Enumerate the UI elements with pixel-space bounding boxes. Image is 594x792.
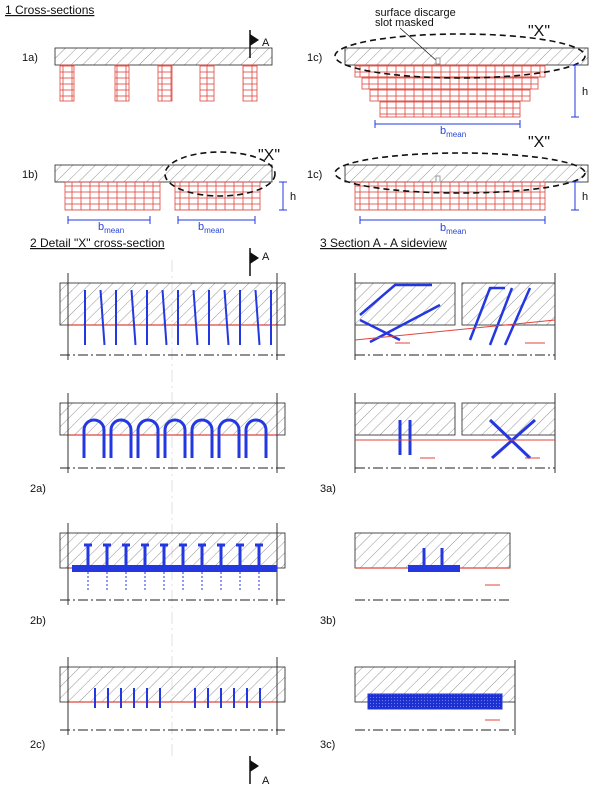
- slab: [354, 532, 511, 569]
- line: [399, 27, 439, 63]
- reinforcement-grid: [114, 64, 130, 102]
- callout-ellipse: [334, 33, 586, 79]
- bars: [468, 286, 532, 346]
- dimension: h: [582, 191, 588, 203]
- reinforcement-grid: [369, 88, 531, 102]
- stirrup: [163, 418, 187, 458]
- line: [99, 289, 106, 346]
- width-label: bmean: [440, 222, 466, 236]
- section-title: 1 Cross-sections: [5, 3, 94, 17]
- section-flag: [250, 34, 259, 46]
- line: [192, 289, 199, 346]
- panel-label: 2a): [30, 483, 46, 495]
- reinforcement-grid: [59, 64, 75, 102]
- note: slot masked: [375, 17, 434, 29]
- callout: "X": [258, 147, 280, 164]
- section-marker: A: [262, 37, 270, 49]
- callout-ellipse: [164, 151, 276, 197]
- stirrup: [82, 418, 106, 458]
- line: [130, 289, 137, 346]
- panel-label: 1b): [22, 169, 38, 181]
- slab: [54, 47, 273, 66]
- texts: 1 Cross-sections 1a) A 1b) "X" h bmean b…: [5, 3, 588, 787]
- panel-label: 2c): [30, 739, 45, 751]
- width-label: bmean: [98, 221, 124, 235]
- slab: [461, 402, 556, 436]
- slab: [54, 164, 273, 183]
- callout: "X": [528, 23, 550, 40]
- plate: [72, 565, 277, 572]
- line: [161, 289, 168, 346]
- section-title: 2 Detail "X" cross-section: [30, 236, 165, 250]
- line: [254, 289, 261, 346]
- slab: [59, 532, 286, 569]
- reinforcement-grid: [361, 76, 539, 90]
- callout: "X": [528, 134, 550, 151]
- panel-label: 3b): [320, 615, 336, 627]
- section-title: 3 Section A - A sideview: [320, 236, 447, 250]
- reinforcement-grid: [354, 181, 546, 211]
- dimension: h: [290, 191, 296, 203]
- panel-label: 1c): [307, 169, 322, 181]
- reinforcement-grid: [242, 64, 258, 102]
- panel-label: 1a): [22, 52, 38, 64]
- slab: [354, 282, 456, 326]
- reinforcement-grid: [157, 64, 173, 102]
- dimension: h: [582, 86, 588, 98]
- slot: [435, 57, 441, 65]
- stirrup: [190, 418, 214, 458]
- reinforcement-grid: [64, 181, 161, 211]
- stirrup: [217, 418, 241, 458]
- slab: [354, 402, 456, 436]
- bars: [488, 418, 536, 460]
- panel-label: 1c): [307, 52, 322, 64]
- panel-label: 3a): [320, 483, 336, 495]
- width-label: bmean: [440, 125, 466, 139]
- line: [354, 319, 556, 341]
- section-marker: A: [262, 251, 270, 263]
- width-label: bmean: [198, 221, 224, 235]
- slot: [435, 175, 441, 183]
- panel-label: 3c): [320, 739, 335, 751]
- slab: [344, 164, 589, 183]
- line: [223, 289, 230, 346]
- plate: [367, 693, 503, 710]
- stirrup: [136, 418, 160, 458]
- section-flag: [250, 760, 259, 772]
- slab: [59, 282, 286, 326]
- slab: [344, 47, 589, 66]
- callout-ellipse: [334, 152, 586, 194]
- note: surface discarge: [375, 7, 456, 19]
- section-marker: A: [262, 775, 270, 787]
- section-flag: [250, 252, 259, 264]
- slab: [461, 282, 556, 326]
- reinforcement-grid: [379, 100, 521, 118]
- stirrup: [109, 418, 133, 458]
- plate: [408, 565, 460, 572]
- slab: [59, 666, 286, 703]
- reinforcement-grid: [199, 64, 215, 102]
- panel-label: 2b): [30, 615, 46, 627]
- stirrup: [244, 418, 268, 458]
